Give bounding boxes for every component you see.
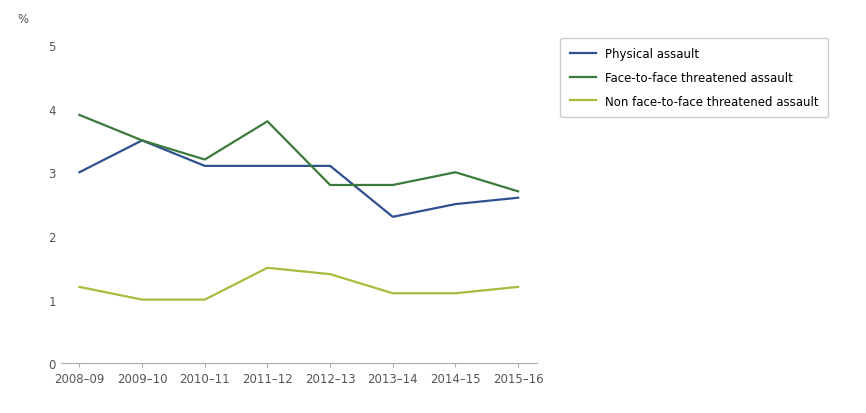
Face-to-face threatened assault <box>137 139 147 144</box>
Face-to-face threatened assault <box>513 190 523 195</box>
Physical assault <box>199 164 210 169</box>
Physical assault <box>137 139 147 144</box>
Non face-to-face threatened assault <box>450 291 461 296</box>
Non face-to-face threatened assault <box>199 297 210 302</box>
Face-to-face threatened assault <box>325 183 335 188</box>
Non face-to-face threatened assault <box>513 285 523 290</box>
Non face-to-face threatened assault <box>262 266 273 271</box>
Line: Physical assault: Physical assault <box>80 141 518 217</box>
Physical assault <box>74 170 85 175</box>
Physical assault <box>325 164 335 169</box>
Face-to-face threatened assault <box>450 170 461 175</box>
Physical assault <box>450 202 461 207</box>
Non face-to-face threatened assault <box>325 272 335 277</box>
Face-to-face threatened assault <box>199 158 210 163</box>
Non face-to-face threatened assault <box>388 291 398 296</box>
Text: %: % <box>17 14 29 26</box>
Face-to-face threatened assault <box>262 119 273 124</box>
Line: Face-to-face threatened assault: Face-to-face threatened assault <box>80 116 518 192</box>
Physical assault <box>262 164 273 169</box>
Face-to-face threatened assault <box>74 113 85 118</box>
Physical assault <box>388 215 398 220</box>
Face-to-face threatened assault <box>388 183 398 188</box>
Physical assault <box>513 196 523 201</box>
Non face-to-face threatened assault <box>137 297 147 302</box>
Non face-to-face threatened assault <box>74 285 85 290</box>
Line: Non face-to-face threatened assault: Non face-to-face threatened assault <box>80 268 518 300</box>
Legend: Physical assault, Face-to-face threatened assault, Non face-to-face threatened a: Physical assault, Face-to-face threatene… <box>560 39 828 118</box>
